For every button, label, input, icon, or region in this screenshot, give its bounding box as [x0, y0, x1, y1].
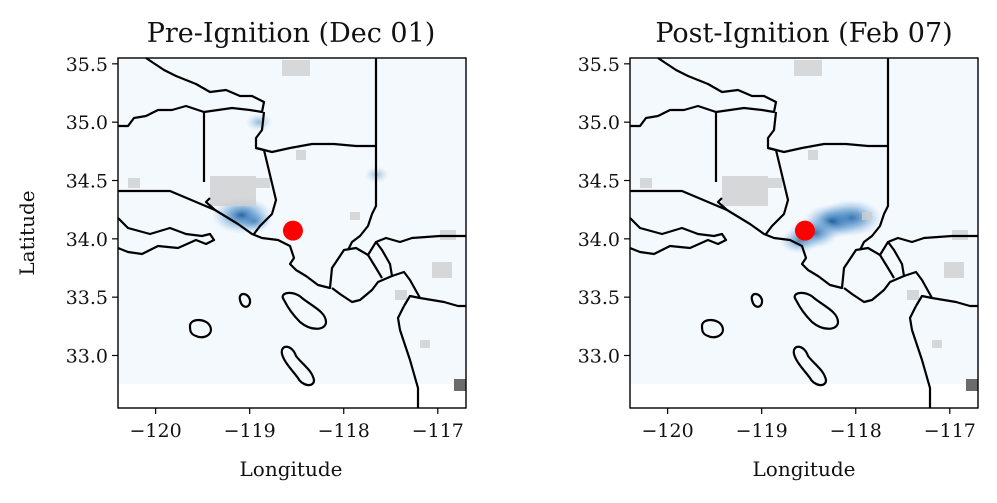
y-axis: 33.0 33.5 34.0 34.5 35.0 35.5 — [578, 54, 630, 368]
axes-frame — [117, 57, 467, 409]
x-tick-label: −120 — [130, 420, 182, 442]
axes-frame — [629, 57, 979, 409]
y-tick-label: 33.0 — [66, 346, 108, 368]
y-tick-label: 34.5 — [578, 171, 620, 193]
panel-title: Post-Ignition (Feb 07) — [655, 18, 952, 49]
y-tick-label: 34.5 — [66, 171, 108, 193]
y-tick-label: 33.0 — [578, 346, 620, 368]
y-axis: 33.0 33.5 34.0 34.5 35.0 35.5 — [66, 54, 118, 368]
x-axis: −120 −119 −118 −117 — [130, 408, 464, 442]
y-axis-label: Latitude — [15, 190, 39, 275]
x-tick-label: −119 — [736, 420, 788, 442]
coastlines-borders — [629, 57, 978, 408]
panel-pre-ignition: Pre-Ignition (Dec 01) — [15, 18, 467, 481]
heat-hotspot — [236, 210, 273, 233]
map-no-data-band — [118, 384, 466, 408]
x-axis-label: Longitude — [753, 457, 856, 481]
x-tick-label: −119 — [224, 420, 276, 442]
y-tick-label: 33.5 — [66, 287, 108, 309]
map-no-data-band — [630, 384, 978, 408]
land-patches — [640, 60, 968, 348]
panel-title: Pre-Ignition (Dec 01) — [147, 18, 436, 49]
x-axis: −120 −119 −118 −117 — [642, 408, 976, 442]
x-tick-label: −117 — [412, 420, 464, 442]
y-tick-label: 35.5 — [66, 54, 108, 76]
panel-post-ignition: Post-Ignition (Feb 07) — [578, 18, 979, 481]
y-tick-label: 33.5 — [578, 287, 620, 309]
y-tick-label: 35.5 — [578, 54, 620, 76]
ignition-point-marker — [282, 220, 303, 241]
x-tick-label: −117 — [924, 420, 976, 442]
heat-hotspot — [245, 113, 274, 132]
land-patches — [128, 60, 456, 348]
x-tick-label: −118 — [830, 420, 882, 442]
map-corner-patch — [966, 379, 978, 391]
x-tick-label: −120 — [642, 420, 694, 442]
map-corner-patch — [454, 379, 466, 391]
y-tick-label: 35.0 — [578, 112, 620, 134]
map-area — [629, 57, 979, 409]
x-axis-label: Longitude — [240, 457, 343, 481]
y-tick-label: 34.0 — [66, 229, 108, 251]
x-tick-label: −118 — [318, 420, 370, 442]
y-tick-label: 34.0 — [578, 229, 620, 251]
map-area — [117, 57, 467, 409]
heat-layer — [211, 113, 390, 234]
y-tick-label: 35.0 — [66, 112, 108, 134]
ignition-point-marker — [794, 220, 815, 241]
coastlines-borders — [117, 57, 466, 408]
